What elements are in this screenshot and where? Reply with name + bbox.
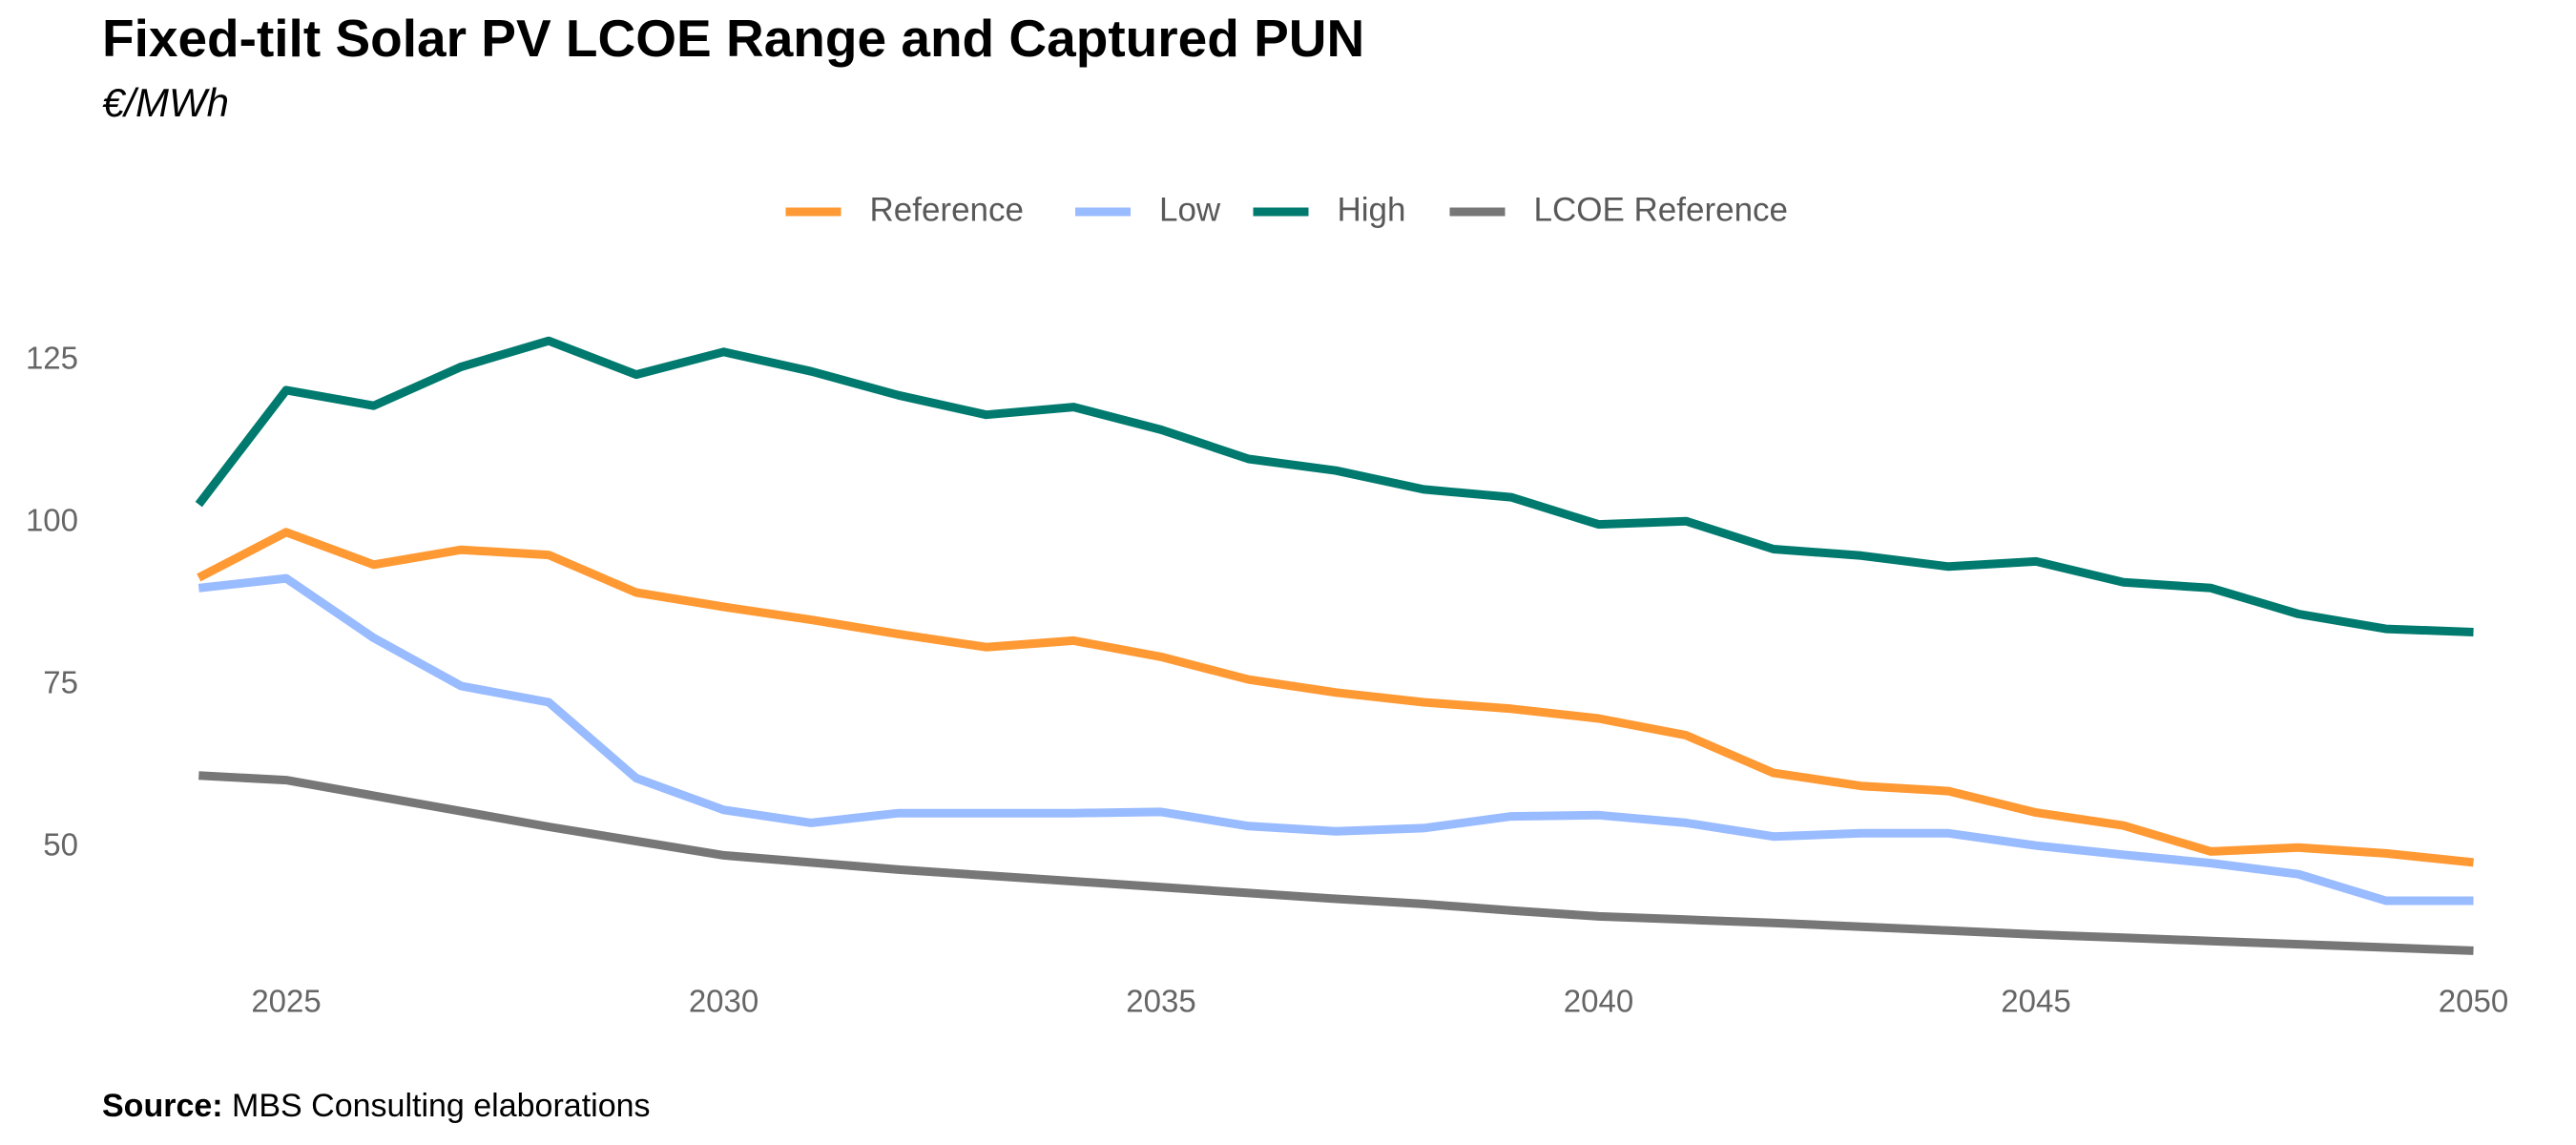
legend-label: High [1338, 191, 1406, 228]
legend-label: Low [1159, 191, 1221, 228]
chart-title: Fixed-tilt Solar PV LCOE Range and Captu… [102, 9, 1365, 68]
x-tick-label: 2045 [2001, 984, 2070, 1019]
legend-label: Reference [870, 191, 1024, 228]
x-tick-label: 2040 [1564, 984, 1633, 1019]
x-tick-label: 2025 [251, 984, 321, 1019]
chart-subtitle: €/MWh [102, 80, 230, 125]
y-axis: 50 75 100 125 [26, 340, 78, 862]
legend-item-low: Low [1075, 191, 1221, 228]
series-line-reference [197, 528, 2474, 867]
series-line-lcoe-reference [198, 771, 2474, 955]
source-note: Source: MBS Consulting elaborations [102, 1088, 651, 1125]
series-line-low [197, 573, 2474, 906]
x-axis: 2025 2030 2035 2040 2045 2050 [251, 984, 2508, 1019]
source-text: MBS Consulting elaborations [232, 1088, 651, 1124]
x-tick-label: 2035 [1126, 984, 1195, 1019]
y-tick-label: 75 [43, 664, 78, 699]
y-tick-label: 100 [26, 502, 78, 537]
legend-label: LCOE Reference [1534, 191, 1789, 228]
legend-item-lcoe-reference: LCOE Reference [1449, 191, 1789, 228]
source-label: Source: [102, 1088, 223, 1124]
x-tick-label: 2050 [2439, 984, 2508, 1019]
x-tick-label: 2030 [689, 984, 758, 1019]
y-tick-label: 125 [26, 340, 78, 375]
y-tick-label: 50 [43, 826, 78, 862]
series-layer [195, 336, 2474, 955]
chart-legend: Reference Low High LCOE Reference [785, 191, 1789, 228]
legend-item-high: High [1253, 191, 1406, 228]
series-line-high [195, 336, 2474, 636]
legend-item-reference: Reference [785, 191, 1024, 228]
